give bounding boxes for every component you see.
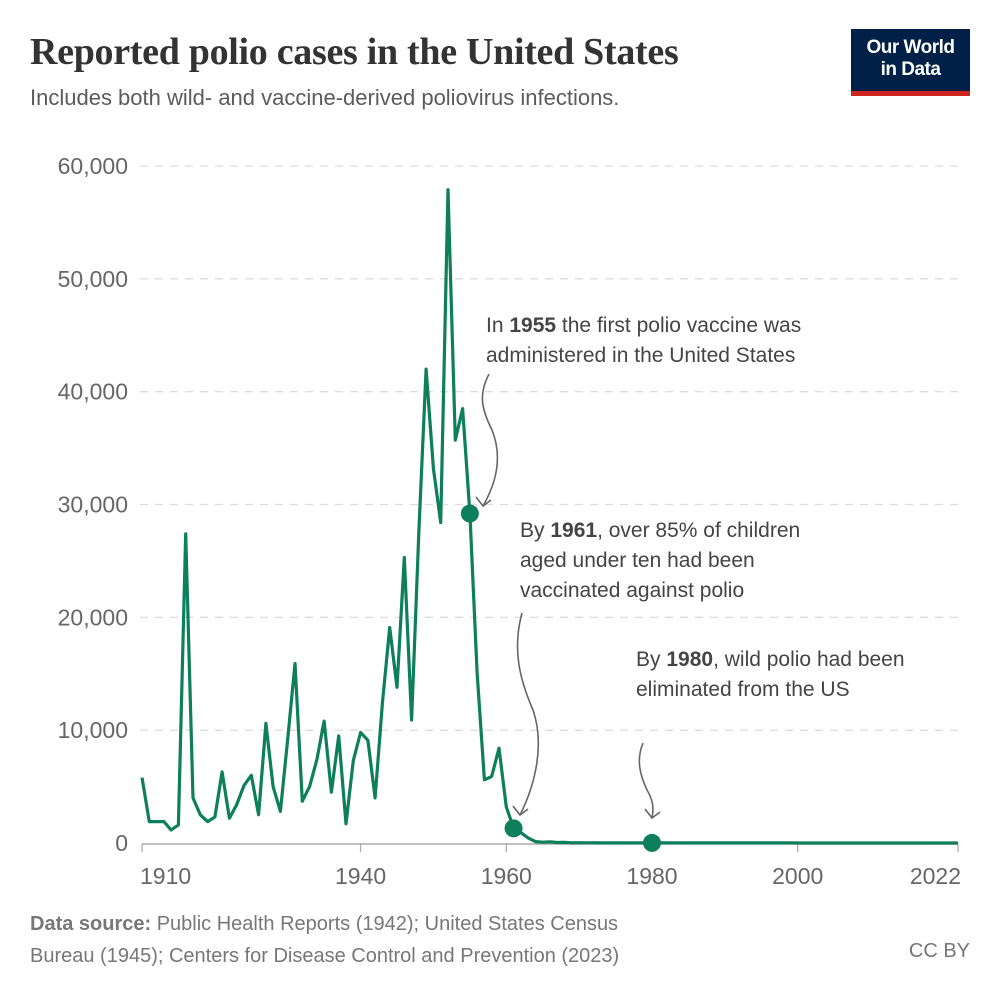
annotation-text: aged under ten had been <box>520 549 755 572</box>
annotation-year: 1980 <box>666 648 714 671</box>
annotation-text: By <box>636 648 667 671</box>
y-tick-label: 30,000 <box>58 492 128 518</box>
x-tick-label: 1980 <box>626 863 677 889</box>
annotation-text: the first polio vaccine was <box>556 314 802 337</box>
arrow-1961-head <box>512 805 529 817</box>
logo-bar <box>851 91 970 96</box>
x-tick-label: 1960 <box>481 863 532 889</box>
annotation-text: By <box>520 519 551 542</box>
arrow-1955-head <box>475 496 492 508</box>
annotation-year: 1955 <box>509 314 557 337</box>
arrow-1955 <box>481 373 499 507</box>
chart-title: Reported polio cases in the United State… <box>30 31 679 73</box>
footer-source: Data source: Public Health Reports (1942… <box>30 908 830 972</box>
highlight-point-1961 <box>504 819 523 838</box>
annotation-year: 1961 <box>550 519 598 542</box>
y-tick-label: 0 <box>115 830 128 856</box>
x-tick-label: 1940 <box>335 863 386 889</box>
source-text-2: Bureau (1945); Centers for Disease Contr… <box>30 945 620 967</box>
annotation-text: In <box>486 314 510 337</box>
logo-line1: Our World <box>866 37 955 58</box>
license-link[interactable]: CC BY <box>908 940 970 962</box>
highlight-point-1980 <box>643 833 661 852</box>
annotation-text: , wild polio had been <box>713 648 905 671</box>
annotation-text: eliminated from the US <box>636 678 850 701</box>
annotation-1955: In 1955 the first polio vaccine was admi… <box>486 311 801 371</box>
logo-line2: in Data <box>880 59 941 80</box>
annotation-1980: By 1980, wild polio had been eliminated … <box>636 645 905 705</box>
source-text-1: Public Health Reports (1942); United Sta… <box>151 913 619 935</box>
arrow-1980-head <box>644 808 661 820</box>
y-tick-label: 20,000 <box>58 604 128 630</box>
chart-subtitle: Includes both wild- and vaccine-derived … <box>30 85 620 110</box>
arrow-1961 <box>516 612 540 816</box>
highlight-point-1955 <box>460 504 479 523</box>
annotation-text: vaccinated against polio <box>520 579 745 602</box>
annotation-1961: By 1961, over 85% of children aged under… <box>520 516 800 606</box>
y-tick-label: 10,000 <box>58 717 128 743</box>
series-line <box>140 188 958 845</box>
y-tick-label: 40,000 <box>58 379 128 405</box>
annotation-text: administered in the United States <box>486 344 796 367</box>
annotation-text: , over 85% of children <box>597 519 801 542</box>
x-tick-label: 1910 <box>140 863 191 889</box>
y-tick-label: 60,000 <box>58 153 128 179</box>
x-tick-label: 2022 <box>910 863 961 889</box>
x-tick-label: 2000 <box>772 863 823 889</box>
arrow-1980 <box>638 742 654 819</box>
y-tick-label: 50,000 <box>58 266 128 292</box>
owid-logo[interactable]: Our World in Data <box>851 29 970 96</box>
source-label: Data source: <box>30 913 152 935</box>
